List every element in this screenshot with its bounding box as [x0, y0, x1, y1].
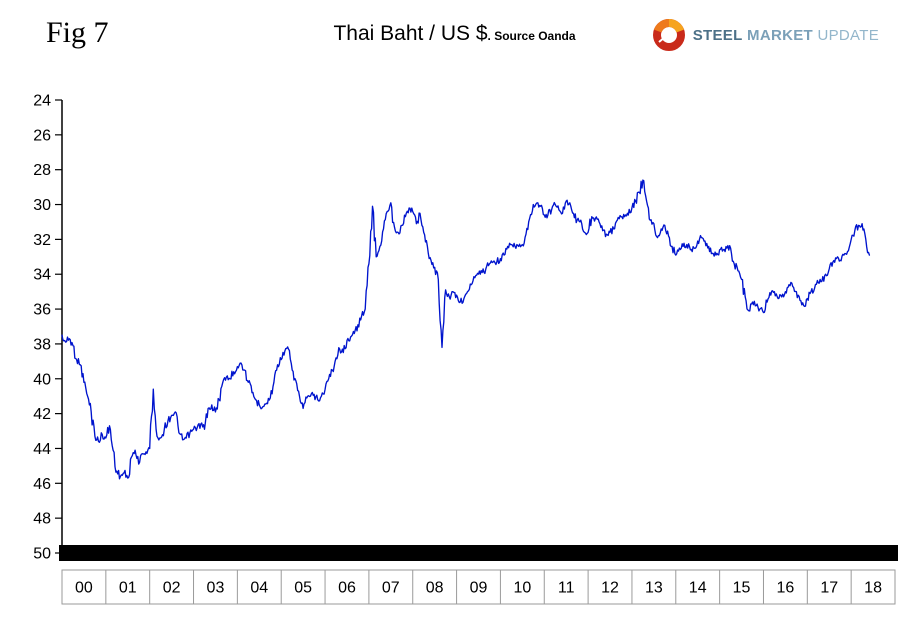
- y-axis-tick-label: 44: [33, 441, 51, 458]
- chart-source-text: . Source Oanda: [487, 29, 576, 43]
- x-axis-year-label: 02: [163, 580, 181, 597]
- x-axis-year-label: 03: [207, 580, 225, 597]
- y-axis-tick-label: 32: [33, 232, 51, 249]
- steel-market-update-logo-icon: [652, 19, 685, 51]
- x-axis-year-label: 11: [558, 580, 575, 597]
- axis-bottom-bar: [59, 545, 898, 561]
- x-axis-year-label: 17: [820, 580, 838, 597]
- y-axis-tick-label: 26: [33, 127, 51, 144]
- y-axis-tick-label: 24: [33, 93, 51, 110]
- logo-word-update: UPDATE: [817, 26, 879, 44]
- x-axis-year-label: 08: [426, 580, 444, 597]
- x-axis-year-label: 01: [119, 580, 137, 597]
- x-axis-year-label: 00: [75, 580, 93, 597]
- baht-usd-rate-line: [61, 179, 871, 480]
- x-axis-year-label: 06: [338, 580, 356, 597]
- x-axis-year-label: 18: [864, 580, 882, 597]
- x-axis-year-label: 10: [513, 580, 531, 597]
- x-axis-box-frame: [61, 569, 896, 605]
- x-axis-year-label: 12: [601, 580, 619, 597]
- chart-title-text: Thai Baht / US $: [333, 22, 488, 45]
- x-axis-year-label: 09: [470, 580, 488, 597]
- y-axis-tick-label: 28: [33, 162, 51, 179]
- x-axis-year-label: 14: [689, 580, 707, 597]
- x-axis-year-label: 13: [645, 580, 663, 597]
- y-axis-tick-label: 38: [33, 336, 51, 353]
- figure-label: Fig 7: [46, 16, 109, 49]
- x-axis-year-label: 05: [294, 580, 312, 597]
- y-axis-tick-label: 42: [33, 406, 51, 423]
- y-axis-tick-label: 34: [33, 267, 51, 284]
- y-axis-tick-label: 48: [33, 511, 51, 528]
- steel-market-update-logo-text: STEEL MARKET UPDATE: [693, 27, 879, 44]
- chart-title: Thai Baht / US $. Source Oanda: [333, 22, 575, 46]
- steel-market-update-logo: STEEL MARKET UPDATE: [652, 18, 879, 52]
- x-axis-year-label: 15: [733, 580, 751, 597]
- y-axis-tick-label: 46: [33, 476, 51, 493]
- y-axis-tick-label: 50: [33, 546, 51, 563]
- x-axis-year-label: 16: [776, 580, 794, 597]
- logo-word-market: MARKET: [747, 26, 813, 44]
- x-axis-year-label: 04: [250, 580, 268, 597]
- y-axis-tick-label: 40: [33, 371, 51, 388]
- x-axis-year-label: 07: [382, 580, 400, 597]
- y-axis-tick-label: 30: [33, 197, 51, 214]
- logo-word-steel: STEEL: [692, 26, 743, 44]
- y-axis-tick-label: 36: [33, 302, 51, 319]
